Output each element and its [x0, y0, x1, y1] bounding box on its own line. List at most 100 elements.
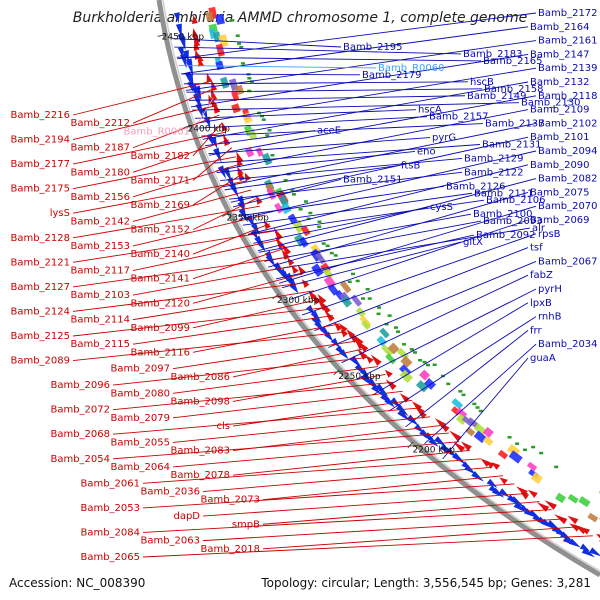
gene-label[interactable]: Bamb_2078: [170, 470, 230, 481]
gene-label[interactable]: Bamb_2061: [80, 478, 140, 489]
gene-label[interactable]: Bamb_2158: [484, 84, 544, 95]
gene-label[interactable]: Bamb_2082: [538, 174, 598, 185]
gene-label[interactable]: Bamb_2096: [50, 380, 110, 391]
gene-label[interactable]: Bamb_2116: [130, 347, 190, 358]
gene-label[interactable]: cysS: [430, 202, 453, 213]
gene-label[interactable]: Bamb_2089: [10, 356, 70, 367]
gene-label[interactable]: Bamb_2069: [530, 215, 590, 226]
gene-label[interactable]: fabZ: [530, 270, 553, 281]
gene-label[interactable]: Bamb_2161: [538, 36, 598, 47]
gene-label[interactable]: Bamb_2114: [70, 315, 130, 326]
gene-label[interactable]: lysS: [50, 208, 70, 219]
gene-label[interactable]: Bamb_2034: [538, 339, 598, 350]
gene-label[interactable]: Bamb_2127: [10, 282, 70, 293]
gene-label[interactable]: Bamb_2182: [130, 151, 190, 162]
gene-label[interactable]: frr: [530, 325, 542, 336]
gene-label[interactable]: Bamb_2084: [80, 527, 140, 538]
gene-label[interactable]: Bamb_2093: [483, 216, 543, 227]
gene-label[interactable]: Bamb_R0061: [124, 126, 190, 137]
gene-label[interactable]: alr: [532, 223, 546, 234]
gene-label[interactable]: Bamb_2083: [170, 446, 230, 457]
gene-label[interactable]: Bamb_2053: [80, 503, 140, 514]
gene-label[interactable]: Bamb_2140: [130, 249, 190, 260]
gene-label[interactable]: Bamb_2179: [362, 70, 422, 81]
gene-label[interactable]: Bamb_2101: [530, 132, 590, 143]
gene-label[interactable]: Bamb_2149: [467, 91, 527, 102]
gene-label[interactable]: Bamb_2131: [482, 140, 542, 151]
gene-label[interactable]: Bamb_2194: [10, 135, 70, 146]
gene-label[interactable]: Bamb_2075: [530, 187, 590, 198]
gene-label[interactable]: pyrH: [538, 284, 562, 295]
gene-label[interactable]: Bamb_2065: [80, 552, 140, 563]
gene-label[interactable]: Bamb_2137: [485, 119, 545, 130]
gene-label[interactable]: Bamb_2079: [110, 413, 170, 424]
gene-label[interactable]: Bamb_2169: [130, 200, 190, 211]
gene-label[interactable]: Bamb_2080: [110, 388, 170, 399]
gene-label[interactable]: Bamb_2152: [130, 225, 190, 236]
gene-label[interactable]: Bamb_2092: [476, 230, 536, 241]
gene-label[interactable]: Bamb_2132: [530, 77, 590, 88]
gene-label[interactable]: Bamb_2175: [10, 184, 70, 195]
gene-label[interactable]: Bamb_2164: [530, 22, 590, 33]
gene-label[interactable]: Bamb_2109: [530, 105, 590, 116]
gene-label[interactable]: Bamb_2129: [464, 153, 524, 164]
gene-label[interactable]: rnhB: [538, 312, 562, 323]
gene-label[interactable]: Bamb_2151: [343, 174, 403, 185]
gene-label[interactable]: Bamb_2165: [483, 56, 543, 67]
gene-label[interactable]: Bamb_2122: [464, 167, 524, 178]
gene-label[interactable]: smpB: [232, 519, 260, 530]
gene-label[interactable]: Bamb_2187: [70, 143, 130, 154]
gene-label[interactable]: Bamb_2098: [170, 396, 230, 407]
gene-label[interactable]: Bamb_2054: [50, 454, 110, 465]
gene-label[interactable]: Bamb_2121: [10, 257, 70, 268]
gene-label[interactable]: Bamb_2070: [538, 201, 598, 212]
gene-label[interactable]: Bamb_2142: [70, 216, 130, 227]
gene-label[interactable]: Bamb_2117: [70, 266, 130, 277]
gene-label[interactable]: Bamb_2141: [130, 274, 190, 285]
gene-label[interactable]: Bamb_2073: [200, 495, 260, 506]
gene-label[interactable]: Bamb_2064: [110, 462, 170, 473]
gene-label[interactable]: Bamb_2120: [130, 298, 190, 309]
gene-label[interactable]: Bamb_2099: [130, 323, 190, 334]
gene-label[interactable]: hscA: [418, 105, 442, 116]
gene-label[interactable]: Bamb_2115: [70, 339, 130, 350]
gene-label[interactable]: Bamb_2125: [10, 331, 70, 342]
gene-label[interactable]: Bamb_2036: [140, 487, 200, 498]
gene-label[interactable]: Bamb_2102: [538, 118, 598, 129]
gene-label[interactable]: dapD: [173, 511, 200, 522]
gene-label[interactable]: Bamb_2180: [70, 167, 130, 178]
gene-label[interactable]: Bamb_2100: [473, 209, 533, 220]
gene-label[interactable]: Bamb_2195: [343, 42, 403, 53]
gene-label[interactable]: tsf: [530, 243, 543, 254]
gene-label[interactable]: Bamb_2172: [538, 8, 598, 19]
gene-label[interactable]: Bamb_2126: [446, 181, 506, 192]
gene-label[interactable]: Bamb_2063: [140, 536, 200, 547]
gene-label[interactable]: Bamb_2055: [110, 437, 170, 448]
gene-label[interactable]: Bamb_2171: [130, 175, 190, 186]
gene-label[interactable]: Bamb_2157: [429, 112, 489, 123]
gene-label[interactable]: Bamb_2072: [50, 405, 110, 416]
gene-label[interactable]: Bamb_2018: [200, 544, 260, 555]
gene-label[interactable]: Bamb_2147: [530, 49, 590, 60]
gene-label[interactable]: Bamb_2111: [474, 188, 534, 199]
gene-label[interactable]: Bamb_2183: [463, 49, 523, 60]
gene-label[interactable]: Bamb_2118: [538, 91, 598, 102]
gene-label[interactable]: Bamb_2067: [538, 256, 598, 267]
gene-label[interactable]: Bamb_2094: [538, 146, 598, 157]
gene-label[interactable]: Bamb_2156: [70, 192, 130, 203]
gene-label[interactable]: aceE: [317, 126, 341, 137]
gene-label[interactable]: guaA: [530, 353, 556, 364]
gene-label[interactable]: Bamb_2097: [110, 364, 170, 375]
gene-label[interactable]: Bamb_2106: [486, 195, 546, 206]
gene-label[interactable]: eno: [417, 146, 436, 157]
gene-label[interactable]: ftsB: [401, 160, 420, 171]
gene-label[interactable]: hscB: [470, 77, 494, 88]
gene-label[interactable]: Bamb_2139: [538, 63, 598, 74]
gene-label[interactable]: Bamb_2103: [70, 290, 130, 301]
gene-label[interactable]: Bamb_2153: [70, 241, 130, 252]
gene-label[interactable]: Bamb_R0060: [378, 63, 444, 74]
gene-label[interactable]: lpxB: [530, 298, 552, 309]
gene-label[interactable]: pyrG: [432, 133, 456, 144]
gene-label[interactable]: Bamb_2128: [10, 233, 70, 244]
gene-label[interactable]: cls: [217, 421, 231, 432]
